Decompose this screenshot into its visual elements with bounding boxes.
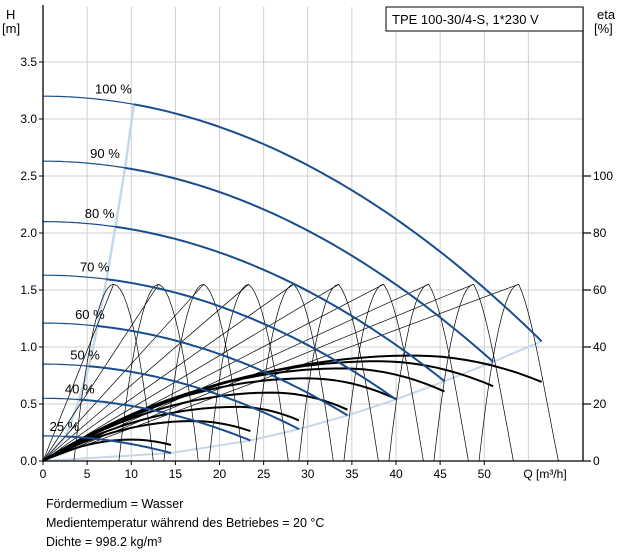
head-curve-start [43, 363, 89, 367]
y-tick-label: 2.5 [20, 169, 37, 183]
y-axis-label: H [6, 7, 15, 22]
head-curve [124, 166, 494, 363]
note-temperature: Medientemperatur während des Betriebes =… [46, 516, 325, 530]
head-curve [133, 103, 543, 343]
head-curve-start [43, 95, 134, 105]
x-tick-label: 30 [301, 467, 315, 481]
y2-tick-label: 40 [593, 340, 607, 354]
head-curve-start [43, 397, 80, 401]
head-curve-label: 60 % [75, 307, 105, 322]
head-curve [88, 365, 300, 430]
y2-tick-label: 60 [593, 283, 607, 297]
y2-axis-label: eta [597, 7, 616, 22]
system-fan-line [42, 284, 159, 462]
x-tick-label: 5 [84, 467, 91, 481]
head-curve-start [43, 322, 98, 327]
head-curve-start [43, 274, 107, 280]
system-fan-line [42, 284, 204, 462]
head-curve-start [43, 221, 116, 228]
system-arcs [42, 283, 559, 462]
head-curve-label: 90 % [90, 146, 120, 161]
head-curve [106, 278, 397, 401]
head-curve-label: 80 % [85, 206, 115, 221]
y-tick-label: 1.5 [20, 283, 37, 297]
head-curve-label: 50 % [70, 348, 100, 363]
system-arc [433, 283, 514, 462]
y-tick-label: 3.5 [20, 55, 37, 69]
y2-tick-label: 0 [593, 454, 600, 468]
head-curve [65, 435, 172, 454]
axes [39, 5, 591, 465]
x-tick-label: 50 [478, 467, 492, 481]
efficiency-curve [42, 438, 172, 462]
efficiency-curves [42, 354, 542, 462]
efficiency-curve [42, 377, 397, 462]
efficiency-curve [42, 420, 251, 462]
y2-tick-label: 100 [593, 169, 613, 183]
head-curves: 100 % 90 % 80 % 70 % 60 % 50 % 40 % 25 % [43, 82, 543, 454]
head-curve [97, 325, 349, 417]
system-arc [478, 283, 559, 462]
x-tick-label: 20 [213, 467, 227, 481]
x-tick-label: 0 [40, 467, 47, 481]
head-curve-label: 100 % [95, 82, 132, 97]
y2-tick-label: 80 [593, 226, 607, 240]
system-fan-line [42, 284, 294, 462]
tick-labels: 0 5 10 15 20 25 30 35 40 45 50 Q [m³/h] 0.0 0.5 1.0 1.5… [20, 55, 613, 481]
x-tick-label: 25 [257, 467, 271, 481]
title-box [385, 6, 584, 32]
x-tick-label: 40 [389, 467, 403, 481]
note-medium: Fördermedium = Wasser [46, 497, 184, 511]
head-curve-label: 25 % [50, 419, 80, 434]
y-tick-label: 0.0 [20, 454, 37, 468]
system-arc [298, 283, 379, 462]
y-axis-unit: [m] [2, 21, 20, 36]
x-tick-label: 35 [345, 467, 359, 481]
y-tick-label: 1.0 [20, 340, 37, 354]
head-curve-label: 40 % [65, 382, 95, 397]
head-curve-start [43, 435, 66, 438]
head-curve [79, 398, 251, 442]
x-tick-label: 10 [125, 467, 139, 481]
y-tick-label: 2.0 [20, 226, 37, 240]
system-fan-line [42, 284, 114, 462]
head-curve-start [43, 160, 126, 169]
system-fan-line [42, 283, 339, 462]
y2-axis-unit: [%] [594, 21, 613, 36]
x-tick-label: 45 [433, 467, 447, 481]
note-density: Dichte = 998.2 kg/m³ [46, 535, 162, 549]
head-curve [115, 225, 446, 382]
efficiency-curve [42, 391, 348, 462]
y-tick-label: 0.5 [20, 397, 37, 411]
y-tick-label: 3.0 [20, 112, 37, 126]
y2-tick-label: 20 [593, 397, 607, 411]
system-fan-line [42, 284, 249, 462]
boundary-min-line [42, 104, 136, 462]
x-tick-label: Q [m³/h] [523, 467, 566, 481]
chart-title: TPE 100-30/4-S, 1*230 V [392, 12, 539, 27]
head-curve-label: 70 % [80, 259, 110, 274]
x-tick-label: 15 [169, 467, 183, 481]
